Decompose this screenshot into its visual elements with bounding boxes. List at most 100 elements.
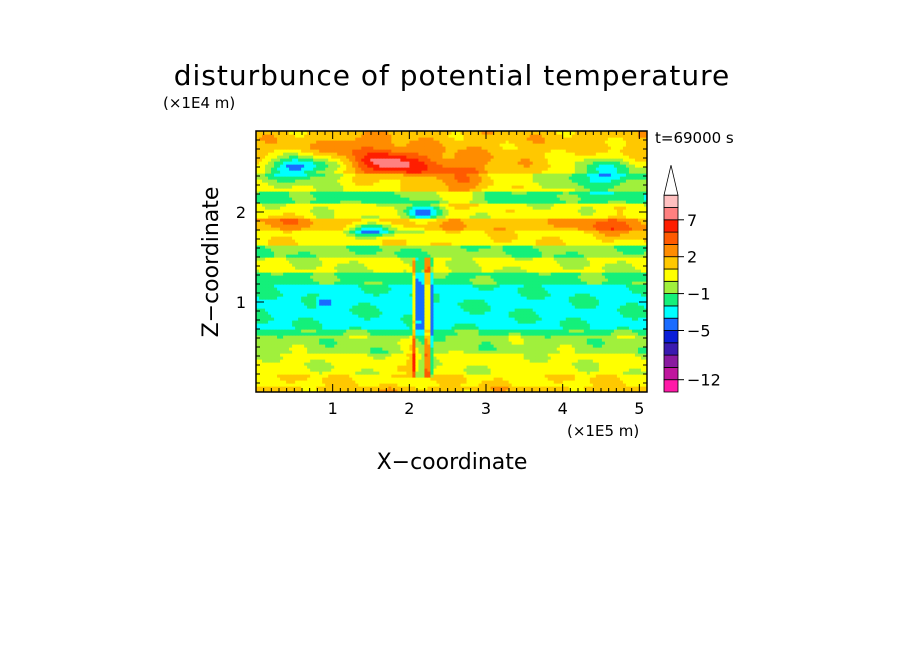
- heatmap-cell: [340, 344, 344, 348]
- heatmap-cell: [544, 329, 549, 333]
- heatmap-cell: [424, 332, 429, 336]
- heatmap-cell: [412, 293, 417, 297]
- heatmap-cell: [322, 293, 326, 297]
- heatmap-cell: [484, 290, 489, 294]
- heatmap-cell: [442, 347, 447, 351]
- heatmap-cell: [448, 329, 453, 333]
- heatmap-cell: [490, 371, 495, 375]
- heatmap-cell: [358, 362, 362, 366]
- heatmap-cell: [541, 278, 546, 282]
- heatmap-cell: [418, 290, 423, 294]
- heatmap-cell: [430, 344, 435, 348]
- heatmap-cell: [427, 299, 432, 303]
- heatmap-cell: [541, 347, 546, 351]
- heatmap-cell: [355, 374, 359, 378]
- heatmap-cell: [433, 305, 438, 309]
- heatmap-cell: [337, 356, 341, 360]
- heatmap-cell: [466, 380, 471, 384]
- heatmap-cell: [331, 368, 335, 372]
- heatmap-cell: [418, 317, 423, 321]
- heatmap-cell: [499, 353, 504, 357]
- heatmap-cell: [442, 287, 447, 291]
- heatmap-cell: [415, 365, 420, 369]
- heatmap-cell: [625, 374, 630, 378]
- heatmap-cell: [613, 347, 618, 351]
- heatmap-cell: [445, 317, 450, 321]
- heatmap-cell: [403, 329, 407, 333]
- heatmap-cell: [508, 350, 513, 354]
- heatmap-cell: [349, 353, 353, 357]
- heatmap-cell: [616, 290, 621, 294]
- heatmap-cell: [361, 386, 365, 390]
- heatmap-cell: [643, 371, 647, 375]
- heatmap-cell: [286, 365, 290, 369]
- heatmap-cell: [394, 296, 398, 300]
- heatmap-cell: [271, 296, 275, 300]
- heatmap-cell: [643, 356, 647, 360]
- heatmap-cell: [538, 305, 543, 309]
- heatmap-cell: [427, 317, 432, 321]
- heatmap-cell: [607, 371, 612, 375]
- heatmap-cell: [430, 368, 435, 372]
- heatmap-cell: [568, 356, 573, 360]
- heatmap-cell: [259, 362, 263, 366]
- heatmap-cell: [601, 323, 606, 327]
- heatmap-cell: [322, 329, 326, 333]
- heatmap-cell: [643, 317, 647, 321]
- heatmap-cell: [265, 326, 269, 330]
- heatmap-cell: [271, 359, 275, 363]
- heatmap-cell: [343, 371, 347, 375]
- heatmap-cell: [610, 350, 615, 354]
- heatmap-cell: [553, 326, 558, 330]
- heatmap-cell: [517, 281, 522, 285]
- heatmap-cell: [400, 305, 404, 309]
- heatmap-cell: [643, 353, 647, 357]
- heatmap-cell: [499, 293, 504, 297]
- heatmap-cell: [325, 275, 329, 279]
- heatmap-cell: [466, 314, 471, 318]
- heatmap-cell: [622, 383, 627, 387]
- heatmap-cell: [577, 371, 582, 375]
- heatmap-cell: [517, 335, 522, 339]
- heatmap-cell: [454, 320, 459, 324]
- heatmap-cell: [424, 311, 429, 315]
- heatmap-cell: [478, 380, 483, 384]
- heatmap-cell: [460, 296, 465, 300]
- heatmap-cell: [316, 299, 320, 303]
- heatmap-cell: [556, 323, 561, 327]
- heatmap-cell: [583, 383, 588, 387]
- heatmap-cell: [427, 371, 432, 375]
- heatmap-cell: [475, 320, 480, 324]
- heatmap-cell: [430, 374, 435, 378]
- heatmap-cell: [385, 380, 389, 384]
- heatmap-cell: [310, 332, 314, 336]
- heatmap-cell: [613, 383, 618, 387]
- heatmap-cell: [523, 374, 528, 378]
- heatmap-cell: [367, 335, 371, 339]
- heatmap-cell: [394, 308, 398, 312]
- heatmap-cell: [361, 281, 365, 285]
- heatmap-cell: [364, 341, 368, 345]
- heatmap-cell: [553, 347, 558, 351]
- heatmap-cell: [457, 335, 462, 339]
- heatmap-cell: [412, 290, 417, 294]
- heatmap-cell: [505, 305, 510, 309]
- heatmap-cell: [373, 308, 377, 312]
- heatmap-cell: [322, 305, 326, 309]
- heatmap-cell: [532, 305, 537, 309]
- heatmap-cell: [526, 305, 531, 309]
- heatmap-cell: [541, 287, 546, 291]
- heatmap-cell: [382, 290, 386, 294]
- heatmap-cell: [607, 320, 612, 324]
- heatmap-cell: [637, 341, 642, 345]
- heatmap-cell: [520, 374, 525, 378]
- heatmap-cell: [370, 317, 374, 321]
- heatmap-cell: [559, 308, 564, 312]
- heatmap-cell: [637, 329, 642, 333]
- heatmap-cell: [529, 374, 534, 378]
- heatmap-cell: [271, 389, 275, 392]
- heatmap-cell: [325, 281, 329, 285]
- heatmap-cell: [325, 296, 329, 300]
- heatmap-cell: [268, 356, 272, 360]
- heatmap-cell: [544, 290, 549, 294]
